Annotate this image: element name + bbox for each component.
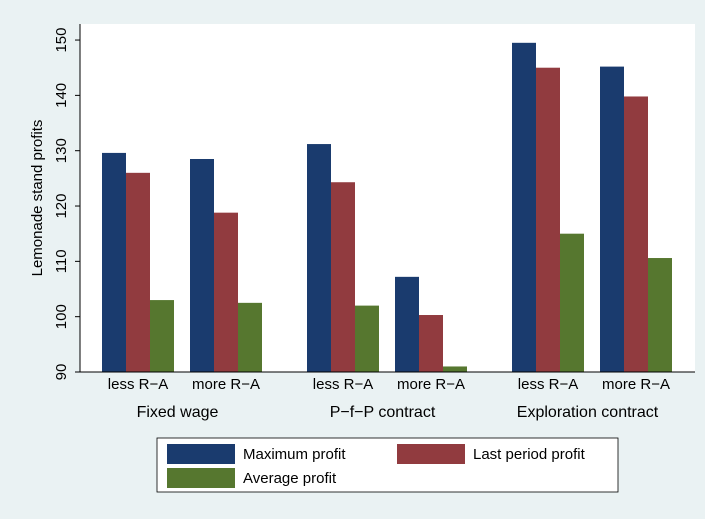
y-tick-label: 150 xyxy=(53,28,70,53)
group-label: P−f−P contract xyxy=(330,404,436,421)
legend-label: Maximum profit xyxy=(243,446,346,463)
x-tick-label: less R−A xyxy=(518,376,578,393)
x-tick-label: less R−A xyxy=(108,376,168,393)
bar xyxy=(238,302,262,372)
bar xyxy=(102,152,126,372)
bar xyxy=(512,42,536,372)
bar xyxy=(648,258,672,372)
y-tick-label: 90 xyxy=(53,364,70,381)
bar xyxy=(331,182,355,372)
bar xyxy=(419,315,443,372)
bar xyxy=(214,212,238,372)
bar xyxy=(150,300,174,372)
bar xyxy=(395,276,419,372)
bar xyxy=(355,305,379,372)
legend-label: Average profit xyxy=(243,470,337,487)
y-tick-label: 120 xyxy=(53,194,70,219)
bar xyxy=(536,67,560,373)
legend-label: Last period profit xyxy=(473,446,586,463)
bar xyxy=(600,66,624,372)
x-tick-label: more R−A xyxy=(192,376,260,393)
x-tick-label: more R−A xyxy=(397,376,465,393)
bar xyxy=(190,158,214,372)
bar xyxy=(126,172,150,372)
bar xyxy=(307,144,331,372)
bar xyxy=(560,233,584,372)
group-label: Fixed wage xyxy=(137,404,219,421)
legend-swatch xyxy=(167,468,235,488)
bar xyxy=(443,366,467,372)
legend-swatch xyxy=(167,444,235,464)
x-tick-label: more R−A xyxy=(602,376,670,393)
plot-area xyxy=(80,24,695,372)
y-tick-label: 100 xyxy=(53,304,70,329)
y-tick-label: 130 xyxy=(53,138,70,163)
legend-swatch xyxy=(397,444,465,464)
y-tick-label: 140 xyxy=(53,83,70,108)
bar xyxy=(624,96,648,373)
group-label: Exploration contract xyxy=(517,404,659,421)
y-axis-label: Lemonade stand profits xyxy=(29,120,46,277)
x-tick-label: less R−A xyxy=(313,376,373,393)
y-tick-label: 110 xyxy=(53,249,70,273)
